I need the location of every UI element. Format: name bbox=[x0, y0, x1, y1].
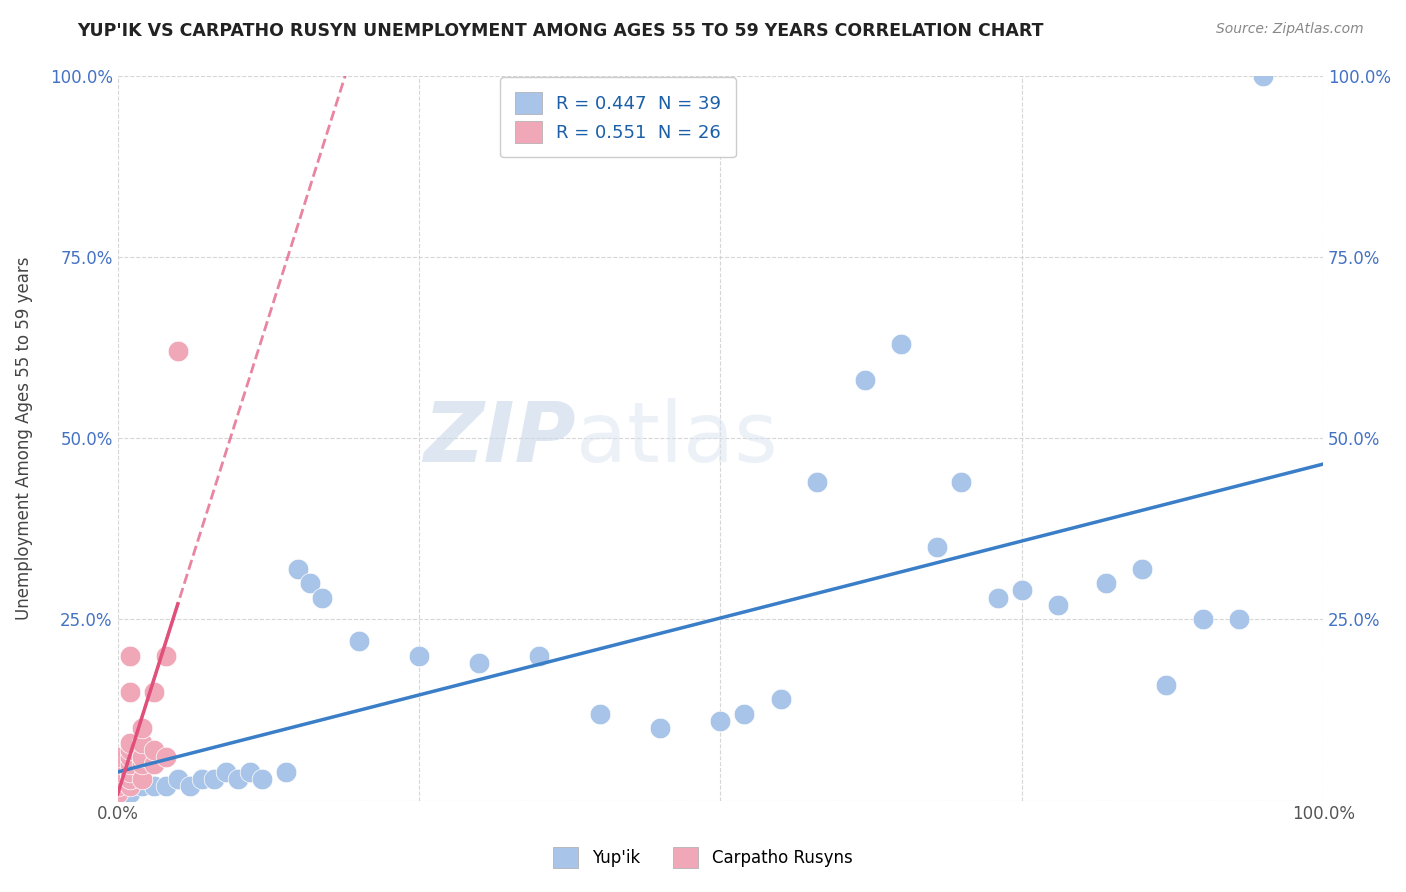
Point bbox=[250, 772, 273, 786]
Point bbox=[155, 648, 177, 663]
Legend: R = 0.447  N = 39, R = 0.551  N = 26: R = 0.447 N = 39, R = 0.551 N = 26 bbox=[501, 78, 735, 158]
Point bbox=[118, 736, 141, 750]
Legend: Yup'ik, Carpatho Rusyns: Yup'ik, Carpatho Rusyns bbox=[541, 836, 865, 880]
Point bbox=[1095, 576, 1118, 591]
Point bbox=[890, 336, 912, 351]
Point bbox=[1011, 583, 1033, 598]
Point bbox=[155, 750, 177, 764]
Point bbox=[191, 772, 214, 786]
Text: YUP'IK VS CARPATHO RUSYN UNEMPLOYMENT AMONG AGES 55 TO 59 YEARS CORRELATION CHAR: YUP'IK VS CARPATHO RUSYN UNEMPLOYMENT AM… bbox=[77, 22, 1043, 40]
Point bbox=[299, 576, 322, 591]
Point bbox=[1191, 612, 1213, 626]
Point bbox=[142, 685, 165, 699]
Point bbox=[648, 721, 671, 735]
Point bbox=[1251, 69, 1274, 83]
Point bbox=[166, 344, 188, 359]
Point bbox=[118, 772, 141, 786]
Point bbox=[950, 475, 973, 489]
Point bbox=[1227, 612, 1250, 626]
Text: ZIP: ZIP bbox=[423, 398, 575, 479]
Point bbox=[806, 475, 828, 489]
Point bbox=[107, 772, 129, 786]
Point bbox=[131, 757, 153, 772]
Point bbox=[276, 764, 298, 779]
Point bbox=[142, 779, 165, 793]
Point bbox=[131, 772, 153, 786]
Point bbox=[287, 561, 309, 575]
Point bbox=[118, 764, 141, 779]
Point bbox=[529, 648, 551, 663]
Point bbox=[131, 721, 153, 735]
Point bbox=[733, 706, 755, 721]
Point bbox=[709, 714, 731, 728]
Point bbox=[987, 591, 1010, 605]
Point bbox=[179, 779, 201, 793]
Point bbox=[107, 750, 129, 764]
Point bbox=[853, 373, 876, 387]
Text: Source: ZipAtlas.com: Source: ZipAtlas.com bbox=[1216, 22, 1364, 37]
Point bbox=[131, 779, 153, 793]
Point bbox=[468, 656, 491, 670]
Text: atlas: atlas bbox=[575, 398, 778, 479]
Point bbox=[311, 591, 333, 605]
Point bbox=[107, 757, 129, 772]
Point bbox=[1130, 561, 1153, 575]
Point bbox=[202, 772, 225, 786]
Point bbox=[107, 786, 129, 800]
Point bbox=[226, 772, 249, 786]
Point bbox=[769, 692, 792, 706]
Point bbox=[347, 634, 370, 648]
Point bbox=[142, 743, 165, 757]
Y-axis label: Unemployment Among Ages 55 to 59 years: Unemployment Among Ages 55 to 59 years bbox=[15, 256, 32, 620]
Point bbox=[118, 786, 141, 800]
Point bbox=[142, 757, 165, 772]
Point bbox=[1156, 677, 1178, 691]
Point bbox=[107, 764, 129, 779]
Point bbox=[131, 750, 153, 764]
Point bbox=[118, 757, 141, 772]
Point bbox=[408, 648, 430, 663]
Point bbox=[1046, 598, 1069, 612]
Point bbox=[215, 764, 238, 779]
Point bbox=[155, 779, 177, 793]
Point bbox=[589, 706, 612, 721]
Point bbox=[118, 648, 141, 663]
Point bbox=[118, 685, 141, 699]
Point bbox=[107, 779, 129, 793]
Point bbox=[166, 772, 188, 786]
Point bbox=[118, 750, 141, 764]
Point bbox=[927, 540, 949, 554]
Point bbox=[239, 764, 262, 779]
Point bbox=[118, 743, 141, 757]
Point bbox=[131, 736, 153, 750]
Point bbox=[118, 779, 141, 793]
